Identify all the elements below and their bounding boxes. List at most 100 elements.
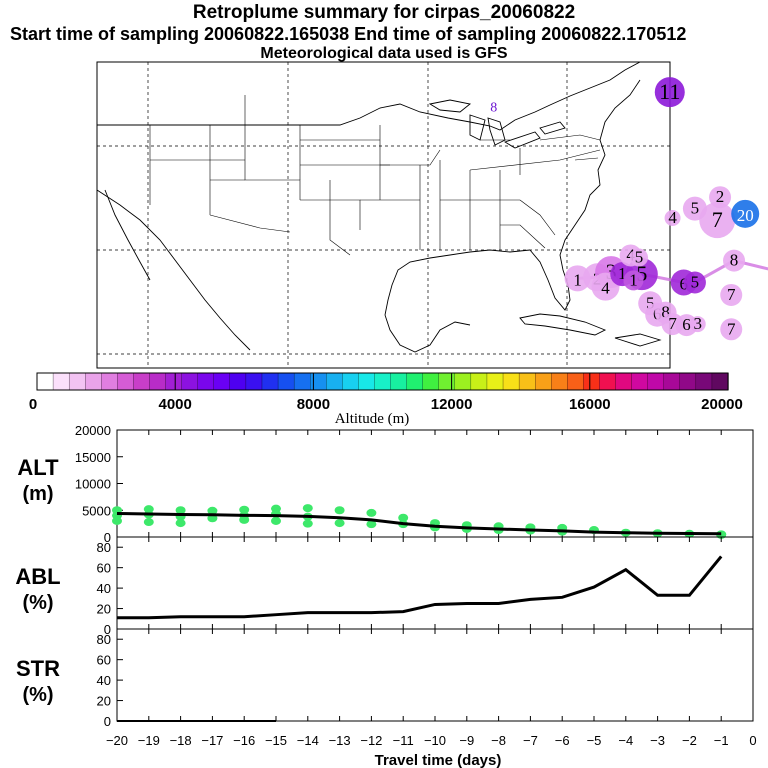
y-tick-label: 40 bbox=[97, 581, 111, 596]
plume-circle bbox=[564, 265, 591, 292]
colorbar-cell bbox=[310, 372, 327, 391]
y-axis-label: STR bbox=[16, 656, 60, 681]
colorbar-cell bbox=[277, 372, 295, 391]
colorbar-cell bbox=[36, 372, 54, 391]
particle-point bbox=[398, 513, 409, 522]
colorbar-cell bbox=[663, 372, 681, 391]
plume-label: 11 bbox=[659, 79, 680, 104]
x-tick-label: −1 bbox=[714, 733, 729, 748]
y-tick-label: 60 bbox=[97, 561, 111, 576]
colorbar-cell bbox=[261, 372, 279, 391]
map-frame bbox=[96, 61, 671, 369]
panel-abl: 0 20 40 60 80 ABL (%) bbox=[15, 536, 754, 637]
y-axis-unit: (%) bbox=[22, 684, 53, 706]
y-tick-label: 80 bbox=[97, 540, 111, 555]
colorbar-tick-label: 0 bbox=[29, 396, 37, 413]
plume-circle bbox=[689, 316, 706, 333]
colorbar-tick-label: 16000 bbox=[569, 396, 611, 413]
y-tick-label: 20 bbox=[97, 694, 111, 709]
plume-label: 7 bbox=[712, 207, 723, 232]
plume-label: 8 bbox=[490, 101, 497, 116]
colorbar-cell bbox=[149, 372, 167, 391]
x-tick-label: −9 bbox=[459, 733, 474, 748]
colorbar-cell bbox=[711, 372, 729, 391]
plume-label: 7 bbox=[727, 285, 736, 304]
y-tick-label: 0 bbox=[104, 622, 111, 637]
x-tick-label: −14 bbox=[297, 733, 319, 748]
colorbar-tick-label: 20000 bbox=[701, 396, 743, 413]
colorbar-cell bbox=[181, 372, 199, 391]
colorbar-cell bbox=[502, 372, 520, 391]
x-tick-label: 0 bbox=[749, 733, 756, 748]
colorbar-cell bbox=[165, 372, 183, 391]
sampling-times: Start time of sampling 20060822.165038 E… bbox=[10, 24, 687, 44]
colorbar-cell bbox=[518, 372, 536, 391]
panel-frame bbox=[116, 536, 754, 630]
colorbar-cell bbox=[486, 372, 504, 391]
plume-label: 20 bbox=[737, 206, 754, 225]
y-tick-label: 80 bbox=[97, 632, 111, 647]
plume-label: 3 bbox=[693, 314, 702, 333]
x-tick-label: −7 bbox=[523, 733, 538, 748]
colorbar-cell bbox=[358, 372, 376, 391]
y-tick-label: 0 bbox=[104, 530, 111, 545]
colorbar-cell bbox=[229, 372, 247, 391]
particle-point bbox=[143, 518, 154, 527]
map-state-lines bbox=[149, 95, 601, 256]
map-coastlines bbox=[96, 61, 662, 353]
plume-circle bbox=[723, 249, 746, 272]
x-tick-label: −12 bbox=[360, 733, 382, 748]
y-tick-label: 20 bbox=[97, 602, 111, 617]
x-tick-label: −5 bbox=[587, 733, 602, 748]
y-tick-label: 10000 bbox=[75, 477, 111, 492]
x-tick-label: −8 bbox=[491, 733, 506, 748]
x-tick-label: −6 bbox=[555, 733, 570, 748]
plume-label: 7 bbox=[727, 319, 736, 338]
x-tick-label: −18 bbox=[170, 733, 192, 748]
particle-point bbox=[334, 506, 345, 515]
colorbar: 0 4000 8000 12000 16000 20000 Altitude (m) bbox=[29, 372, 743, 427]
colorbar-cell bbox=[551, 372, 568, 391]
y-tick-label: 5000 bbox=[82, 503, 111, 518]
colorbar-cell bbox=[117, 372, 135, 391]
plume-label: 8 bbox=[661, 303, 670, 322]
plume-markers: 123415145568763776578108457220118 bbox=[490, 77, 768, 341]
plume-circle bbox=[720, 318, 743, 341]
plume-circle bbox=[720, 283, 743, 306]
abl-line bbox=[117, 555, 723, 620]
plume-circle bbox=[664, 210, 681, 226]
colorbar-cell bbox=[213, 372, 231, 391]
y-tick-label: 0 bbox=[104, 714, 111, 729]
plume-circle bbox=[709, 186, 732, 209]
colorbar-tick-label: 4000 bbox=[159, 396, 192, 413]
plume-label: 5 bbox=[635, 248, 644, 267]
plume-label: 5 bbox=[646, 293, 655, 312]
colorbar-cell bbox=[245, 372, 263, 391]
plume-label: 7 bbox=[668, 314, 677, 333]
plume-label: 6 bbox=[682, 315, 691, 334]
plume-label: 2 bbox=[716, 187, 725, 206]
y-axis-label: ABL bbox=[15, 564, 60, 589]
colorbar-tick-label: 8000 bbox=[297, 396, 330, 413]
colorbar-cell bbox=[454, 372, 472, 391]
x-tick-label: −19 bbox=[138, 733, 160, 748]
plume-circle bbox=[699, 202, 736, 239]
particle-point bbox=[302, 519, 313, 528]
colorbar-cell bbox=[438, 372, 456, 391]
mean-altitude-line bbox=[116, 511, 722, 536]
colorbar-cell bbox=[390, 372, 408, 391]
panel-str: 0 20 40 60 80 STR (%) bbox=[16, 628, 754, 729]
colorbar-cell bbox=[197, 372, 215, 391]
plume-circle bbox=[630, 248, 649, 267]
particle-point bbox=[271, 516, 281, 525]
colorbar-cell bbox=[599, 372, 617, 391]
panel-frame bbox=[116, 628, 754, 722]
plume-label: 5 bbox=[691, 199, 700, 218]
chart-title: Retroplume summary for cirpas_20060822 bbox=[192, 2, 576, 23]
colorbar-cell bbox=[567, 372, 585, 391]
plume-label: 1 bbox=[629, 270, 638, 289]
x-tick-label: −2 bbox=[682, 733, 697, 748]
x-tick-label: −13 bbox=[329, 733, 351, 748]
colorbar-cell bbox=[85, 372, 102, 391]
